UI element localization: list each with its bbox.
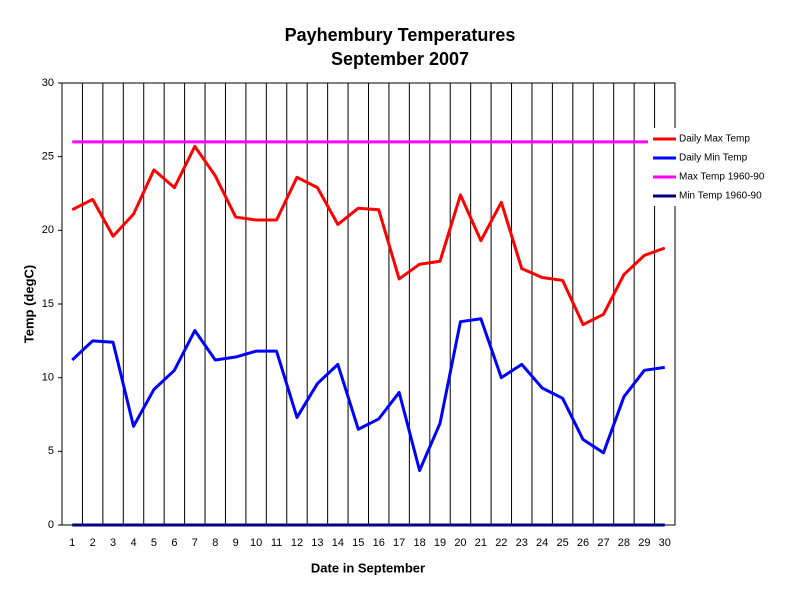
x-tick-label: 21 — [475, 537, 487, 549]
x-tick-label: 14 — [332, 537, 344, 549]
x-tick-label: 26 — [577, 537, 589, 549]
x-axis-title: Date in September — [311, 560, 425, 575]
x-tick-label: 5 — [151, 537, 157, 549]
y-tick-label: 20 — [42, 224, 54, 236]
y-tick-label: 0 — [48, 519, 54, 531]
x-tick-label: 9 — [233, 537, 239, 549]
x-tick-label: 15 — [352, 537, 364, 549]
legend-label: Min Temp 1960-90 — [679, 191, 762, 202]
x-tick-label: 27 — [597, 537, 609, 549]
x-tick-label: 6 — [171, 537, 177, 549]
data-line — [71, 317, 665, 472]
x-tick-label: 29 — [638, 537, 650, 549]
x-tick-label: 24 — [536, 537, 548, 549]
chart-subtitle: September 2007 — [331, 49, 469, 69]
data-line — [71, 144, 666, 327]
y-tick-label: 5 — [48, 445, 54, 457]
x-tick-label: 13 — [311, 537, 323, 549]
x-tick-label: 19 — [434, 537, 446, 549]
legend-label: Max Temp 1960-90 — [679, 172, 765, 183]
x-tick-label: 1 — [69, 537, 75, 549]
y-tick-label: 25 — [42, 151, 54, 163]
y-tick-label: 30 — [42, 77, 54, 89]
y-tick-label: 10 — [42, 372, 54, 384]
chart-title: Payhembury Temperatures — [285, 25, 516, 45]
x-tick-label: 3 — [110, 537, 116, 549]
x-tick-label: 20 — [454, 537, 466, 549]
legend-label: Daily Min Temp — [679, 153, 748, 164]
x-tick-label: 28 — [618, 537, 630, 549]
y-tick-label: 15 — [42, 298, 54, 310]
x-tick-label: 11 — [271, 537, 282, 549]
x-tick-label: 16 — [373, 537, 385, 549]
legend-box — [648, 128, 772, 206]
x-tick-label: 7 — [192, 537, 198, 549]
x-tick-label: 12 — [291, 537, 303, 549]
x-tick-label: 10 — [250, 537, 262, 549]
x-tick-label: 22 — [495, 537, 507, 549]
legend-label: Daily Max Temp — [679, 134, 750, 145]
y-axis-title: Temp (degC) — [21, 265, 36, 343]
x-tick-label: 18 — [413, 537, 425, 549]
x-tick-label: 25 — [556, 537, 568, 549]
x-tick-label: 2 — [90, 537, 96, 549]
x-tick-label: 30 — [659, 537, 671, 549]
x-tick-label: 4 — [130, 537, 136, 549]
x-tick-label: 23 — [516, 537, 528, 549]
x-tick-label: 8 — [212, 537, 218, 549]
x-tick-label: 17 — [393, 537, 405, 549]
